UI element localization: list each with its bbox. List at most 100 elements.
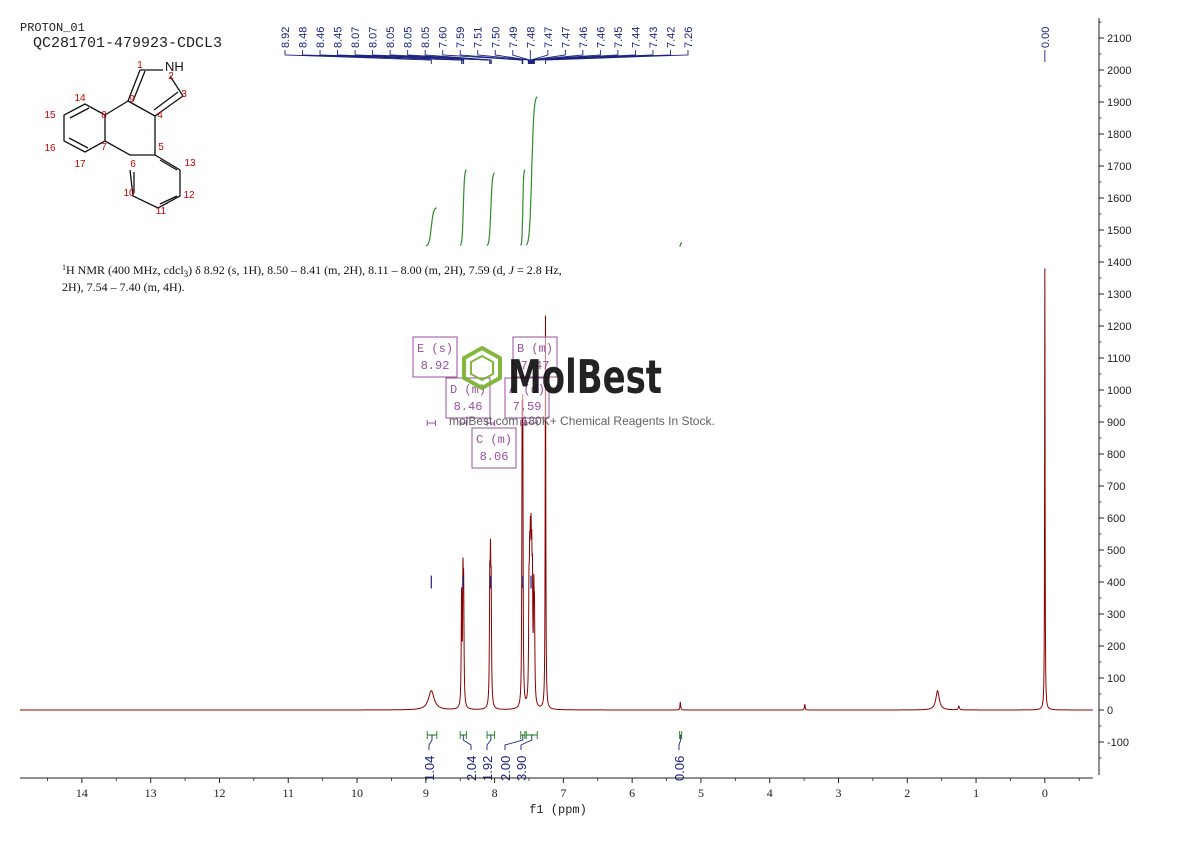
peak-label: 7.59 [455, 27, 467, 48]
desc-sub: 3 [184, 269, 189, 279]
peak-label-leader [545, 50, 689, 64]
peak-label: 7.42 [665, 27, 677, 48]
integral-curve-1 [459, 169, 467, 246]
peak-label: 8.45 [333, 27, 345, 48]
peak-label: 7.43 [648, 27, 660, 48]
nh-label: NH [165, 59, 184, 74]
multiplet-label: E (s) [417, 342, 453, 356]
atom-number-11: 11 [156, 206, 167, 217]
peak-label: 8.46 [315, 27, 327, 48]
multiplet-box [512, 336, 558, 378]
x-tick-label: 8 [492, 786, 498, 800]
integral-curve-4 [525, 96, 538, 246]
atom-number-15: 15 [44, 110, 56, 121]
atom-number-9: 9 [129, 94, 135, 105]
x-tick-label: 14 [76, 786, 88, 800]
x-tick-label: 4 [767, 786, 773, 800]
integral-leader [462, 735, 472, 750]
y-tick-label: 1000 [1107, 385, 1131, 397]
atom-number-16: 16 [44, 143, 56, 154]
integral-curve-3 [520, 169, 526, 246]
multiplet-box [471, 427, 517, 469]
peak-label: 7.50 [490, 27, 502, 48]
integral-leader [486, 735, 492, 750]
y-tick-label: 400 [1107, 577, 1125, 589]
sample-name: QC281701-479923-CDCL3 [33, 35, 222, 52]
peak-label: 7.46 [595, 27, 607, 48]
x-tick-label: 12 [213, 786, 225, 800]
atom-number-13: 13 [184, 158, 196, 169]
peak-label: 7.45 [613, 27, 625, 48]
multiplet-shift: 8.92 [421, 359, 450, 373]
peak-label: 8.05 [403, 27, 415, 48]
y-tick-label: 1500 [1107, 225, 1131, 237]
desc-part-c: = 2.8 Hz, [514, 263, 562, 277]
peak-label-leader [337, 50, 465, 64]
peak-label: 8.48 [298, 27, 310, 48]
atom-number-17: 17 [74, 159, 86, 170]
integral-curve-0 [425, 207, 437, 247]
x-tick-label: 11 [282, 786, 294, 800]
watermark-tagline: molBest.com 180K+ Chemical Reagents In S… [449, 414, 715, 428]
x-tick-label: 7 [560, 786, 566, 800]
y-tick-label: 0 [1107, 705, 1113, 717]
x-axis: 14 13 12 11 10 9 8 7 6 5 4 3 2 1 0 [20, 777, 1093, 800]
atom-number-3: 3 [181, 89, 187, 100]
peak-label: 7.49 [508, 27, 520, 48]
y-tick-label: 1700 [1107, 161, 1131, 173]
y-tick-label: 300 [1107, 609, 1125, 621]
y-tick-label: 700 [1107, 481, 1125, 493]
peak-label-leader [372, 50, 491, 64]
y-tick-label: 1900 [1107, 97, 1131, 109]
peak-label-leader [531, 50, 601, 64]
x-tick-label: 2 [904, 786, 910, 800]
peak-label: 7.51 [473, 27, 485, 48]
integral-annotations: 1.04 2.04 1.92 2.00 3.90 0.06 [422, 731, 687, 781]
y-tick-label: 1800 [1107, 129, 1131, 141]
y-tick-label: 200 [1107, 641, 1125, 653]
atom-number-10: 10 [123, 188, 135, 199]
x-tick-label: 9 [423, 786, 429, 800]
peak-label-leader [530, 50, 566, 64]
peak-label: 7.47 [543, 27, 555, 48]
atom-number-12: 12 [183, 190, 195, 201]
peak-label-leader [284, 50, 432, 64]
x-tick-label: 13 [145, 786, 157, 800]
peak-label: 7.46 [578, 27, 590, 48]
y-tick-label: 1100 [1107, 353, 1131, 365]
peak-label: 8.07 [350, 27, 362, 48]
integral-leader [504, 735, 524, 750]
peak-label-leader [534, 50, 671, 64]
y-tick-label: 1400 [1107, 257, 1131, 269]
y-tick-label: 2100 [1107, 33, 1131, 45]
peak-label-leader [424, 50, 492, 64]
peak-label: 7.60 [438, 27, 450, 48]
nmr-description-line1: 1H NMR (400 MHz, cdcl3) δ 8.92 (s, 1H), … [62, 263, 562, 280]
atom-number-2: 2 [168, 71, 174, 82]
atom-number-6: 6 [130, 159, 136, 170]
x-tick-label: 3 [836, 786, 842, 800]
integral-value: 2.04 [464, 756, 479, 781]
integral-leader [520, 735, 533, 750]
y-tick-label: 100 [1107, 673, 1125, 685]
peak-label: 8.05 [420, 27, 432, 48]
y-tick-label: 600 [1107, 513, 1125, 525]
peak-label: 8.92 [280, 27, 292, 48]
peak-label: 7.47 [560, 27, 572, 48]
peak-label-leader [477, 50, 529, 64]
multiplet-label: A (d) [509, 383, 545, 397]
peak-label-leader [494, 50, 530, 64]
x-axis-label: f1 (ppm) [529, 803, 587, 817]
y-tick-label: 900 [1107, 417, 1125, 429]
desc-j: J [509, 263, 515, 277]
integral-leader [678, 735, 682, 750]
y-tick-label: 1600 [1107, 193, 1131, 205]
peak-label-tms: 0.00 [1040, 27, 1052, 48]
nmr-description-line2: 2H), 7.54 – 7.40 (m, 4H). [62, 280, 185, 294]
atom-number-7: 7 [101, 142, 107, 153]
y-tick-label: 1200 [1107, 321, 1131, 333]
y-axis: 2100200019001800170016001500140013001200… [1098, 18, 1131, 775]
multiplet-label: B (m) [517, 342, 553, 356]
integral-curves [425, 96, 683, 247]
